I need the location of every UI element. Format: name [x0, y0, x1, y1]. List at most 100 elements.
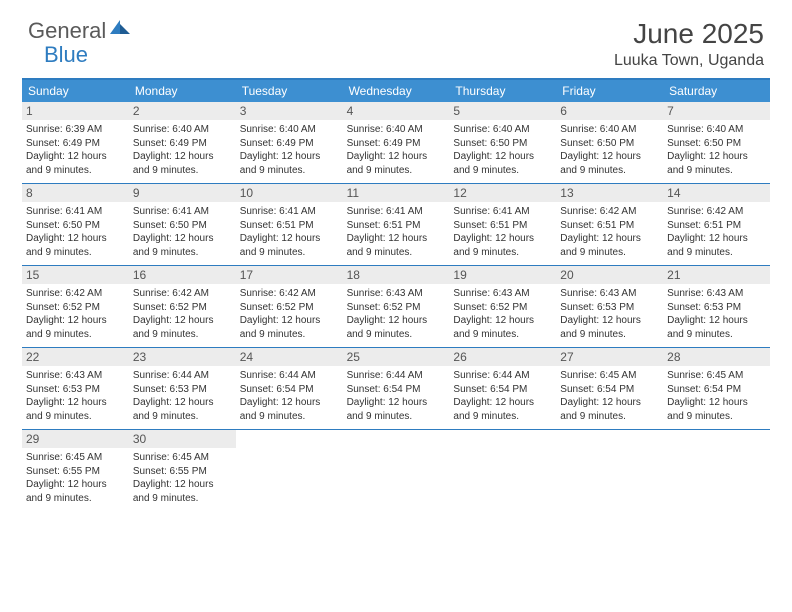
day-number: 7	[663, 102, 770, 120]
day-body: Sunrise: 6:43 AMSunset: 6:52 PMDaylight:…	[453, 287, 552, 341]
day-cell: 11Sunrise: 6:41 AMSunset: 6:51 PMDayligh…	[343, 184, 450, 265]
logo-mark-icon	[110, 20, 132, 43]
day-number: 4	[343, 102, 450, 120]
dow-sunday: Sunday	[22, 80, 129, 102]
day-number: 19	[449, 266, 556, 284]
day-cell	[449, 430, 556, 511]
day-cell: 16 Sunrise: 6:42 AMSunset: 6:52 PMDayligh…	[129, 266, 236, 347]
day-body: Sunrise: 6:41 AMSunset: 6:51 PMDaylight:…	[240, 205, 339, 259]
day-cell: 26Sunrise: 6:44 AMSunset: 6:54 PMDayligh…	[449, 348, 556, 429]
day-body: Sunrise: 6:43 AMSunset: 6:53 PMDaylight:…	[26, 369, 125, 423]
day-cell: 22 Sunrise: 6:43 AMSunset: 6:53 PMDayligh…	[22, 348, 129, 429]
day-number: 25	[343, 348, 450, 366]
day-body: Sunrise: 6:45 AMSunset: 6:55 PMDaylight:…	[26, 451, 125, 505]
day-number: 10	[236, 184, 343, 202]
day-cell: 17 Sunrise: 6:42 AMSunset: 6:52 PMDayligh…	[236, 266, 343, 347]
day-cell: 30 Sunrise: 6:45 AMSunset: 6:55 PMDayligh…	[129, 430, 236, 511]
day-cell: 24Sunrise: 6:44 AMSunset: 6:54 PMDayligh…	[236, 348, 343, 429]
day-number: 6	[556, 102, 663, 120]
day-cell: 28 Sunrise: 6:45 AMSunset: 6:54 PMDayligh…	[663, 348, 770, 429]
day-body: Sunrise: 6:45 AMSunset: 6:54 PMDaylight:…	[560, 369, 659, 423]
day-cell: 5Sunrise: 6:40 AMSunset: 6:50 PMDaylight…	[449, 102, 556, 183]
day-number: 16	[129, 266, 236, 284]
calendar: Sunday Monday Tuesday Wednesday Thursday…	[22, 78, 770, 511]
day-body: Sunrise: 6:40 AMSunset: 6:50 PMDaylight:…	[560, 123, 659, 177]
day-cell: 25 Sunrise: 6:44 AMSunset: 6:54 PMDayligh…	[343, 348, 450, 429]
day-number: 18	[343, 266, 450, 284]
day-body: Sunrise: 6:40 AMSunset: 6:49 PMDaylight:…	[240, 123, 339, 177]
day-body: Sunrise: 6:40 AMSunset: 6:50 PMDaylight:…	[667, 123, 766, 177]
day-cell: 18Sunrise: 6:43 AMSunset: 6:52 PMDayligh…	[343, 266, 450, 347]
day-cell: 15 Sunrise: 6:42 AMSunset: 6:52 PMDayligh…	[22, 266, 129, 347]
day-number: 23	[129, 348, 236, 366]
day-body: Sunrise: 6:42 AMSunset: 6:52 PMDaylight:…	[133, 287, 232, 341]
day-cell	[343, 430, 450, 511]
day-number: 17	[236, 266, 343, 284]
day-body: Sunrise: 6:40 AMSunset: 6:49 PMDaylight:…	[133, 123, 232, 177]
day-cell: 9 Sunrise: 6:41 AMSunset: 6:50 PMDaylight…	[129, 184, 236, 265]
day-body: Sunrise: 6:42 AMSunset: 6:52 PMDaylight:…	[240, 287, 339, 341]
day-number: 30	[129, 430, 236, 448]
day-of-week-row: Sunday Monday Tuesday Wednesday Thursday…	[22, 80, 770, 102]
dow-saturday: Saturday	[663, 80, 770, 102]
logo-text-general: General	[28, 18, 106, 44]
day-body: Sunrise: 6:45 AMSunset: 6:55 PMDaylight:…	[133, 451, 232, 505]
day-cell	[556, 430, 663, 511]
day-body: Sunrise: 6:45 AMSunset: 6:54 PMDaylight:…	[667, 369, 766, 423]
day-cell: 12Sunrise: 6:41 AMSunset: 6:51 PMDayligh…	[449, 184, 556, 265]
day-number: 15	[22, 266, 129, 284]
day-number: 27	[556, 348, 663, 366]
day-body: Sunrise: 6:42 AMSunset: 6:52 PMDaylight:…	[26, 287, 125, 341]
day-cell: 2 Sunrise: 6:40 AMSunset: 6:49 PMDaylight…	[129, 102, 236, 183]
day-number: 28	[663, 348, 770, 366]
day-number: 13	[556, 184, 663, 202]
week-row: 29Sunrise: 6:45 AMSunset: 6:55 PMDayligh…	[22, 430, 770, 511]
week-row: 1 Sunrise: 6:39 AMSunset: 6:49 PMDaylight…	[22, 102, 770, 184]
day-body: Sunrise: 6:42 AMSunset: 6:51 PMDaylight:…	[667, 205, 766, 259]
dow-monday: Monday	[129, 80, 236, 102]
day-number: 8	[22, 184, 129, 202]
day-number: 3	[236, 102, 343, 120]
week-row: 8Sunrise: 6:41 AMSunset: 6:50 PMDaylight…	[22, 184, 770, 266]
day-body: Sunrise: 6:41 AMSunset: 6:50 PMDaylight:…	[133, 205, 232, 259]
logo: General	[28, 18, 134, 44]
day-cell: 6 Sunrise: 6:40 AMSunset: 6:50 PMDaylight…	[556, 102, 663, 183]
day-cell: 29 Sunrise: 6:45 AMSunset: 6:55 PMDayligh…	[22, 430, 129, 511]
day-cell: 7 Sunrise: 6:40 AMSunset: 6:50 PMDaylight…	[663, 102, 770, 183]
month-title: June 2025	[614, 18, 764, 50]
day-number: 14	[663, 184, 770, 202]
dow-thursday: Thursday	[449, 80, 556, 102]
day-number: 2	[129, 102, 236, 120]
day-number: 1	[22, 102, 129, 120]
day-cell: 27 Sunrise: 6:45 AMSunset: 6:54 PMDayligh…	[556, 348, 663, 429]
day-cell: 21Sunrise: 6:43 AMSunset: 6:53 PMDayligh…	[663, 266, 770, 347]
day-number: 20	[556, 266, 663, 284]
day-body: Sunrise: 6:41 AMSunset: 6:50 PMDaylight:…	[26, 205, 125, 259]
dow-friday: Friday	[556, 80, 663, 102]
location-label: Luuka Town, Uganda	[614, 52, 764, 70]
day-number: 24	[236, 348, 343, 366]
day-body: Sunrise: 6:44 AMSunset: 6:54 PMDaylight:…	[347, 369, 446, 423]
day-cell	[236, 430, 343, 511]
day-number: 5	[449, 102, 556, 120]
day-body: Sunrise: 6:43 AMSunset: 6:53 PMDaylight:…	[560, 287, 659, 341]
week-row: 15Sunrise: 6:42 AMSunset: 6:52 PMDayligh…	[22, 266, 770, 348]
day-number: 26	[449, 348, 556, 366]
dow-wednesday: Wednesday	[343, 80, 450, 102]
day-number: 22	[22, 348, 129, 366]
day-number: 9	[129, 184, 236, 202]
week-row: 22 Sunrise: 6:43 AMSunset: 6:53 PMDayligh…	[22, 348, 770, 430]
day-cell: 14 Sunrise: 6:42 AMSunset: 6:51 PMDayligh…	[663, 184, 770, 265]
header: General June 2025 Luuka Town, Uganda	[0, 0, 792, 78]
day-body: Sunrise: 6:41 AMSunset: 6:51 PMDaylight:…	[347, 205, 446, 259]
day-body: Sunrise: 6:40 AMSunset: 6:49 PMDaylight:…	[347, 123, 446, 177]
dow-tuesday: Tuesday	[236, 80, 343, 102]
day-body: Sunrise: 6:39 AMSunset: 6:49 PMDaylight:…	[26, 123, 125, 177]
title-block: June 2025 Luuka Town, Uganda	[614, 18, 764, 70]
day-number: 21	[663, 266, 770, 284]
day-cell: 1 Sunrise: 6:39 AMSunset: 6:49 PMDaylight…	[22, 102, 129, 183]
day-body: Sunrise: 6:44 AMSunset: 6:53 PMDaylight:…	[133, 369, 232, 423]
day-cell: 10 Sunrise: 6:41 AMSunset: 6:51 PMDayligh…	[236, 184, 343, 265]
day-number: 29	[22, 430, 129, 448]
weeks-container: 1 Sunrise: 6:39 AMSunset: 6:49 PMDaylight…	[22, 102, 770, 511]
